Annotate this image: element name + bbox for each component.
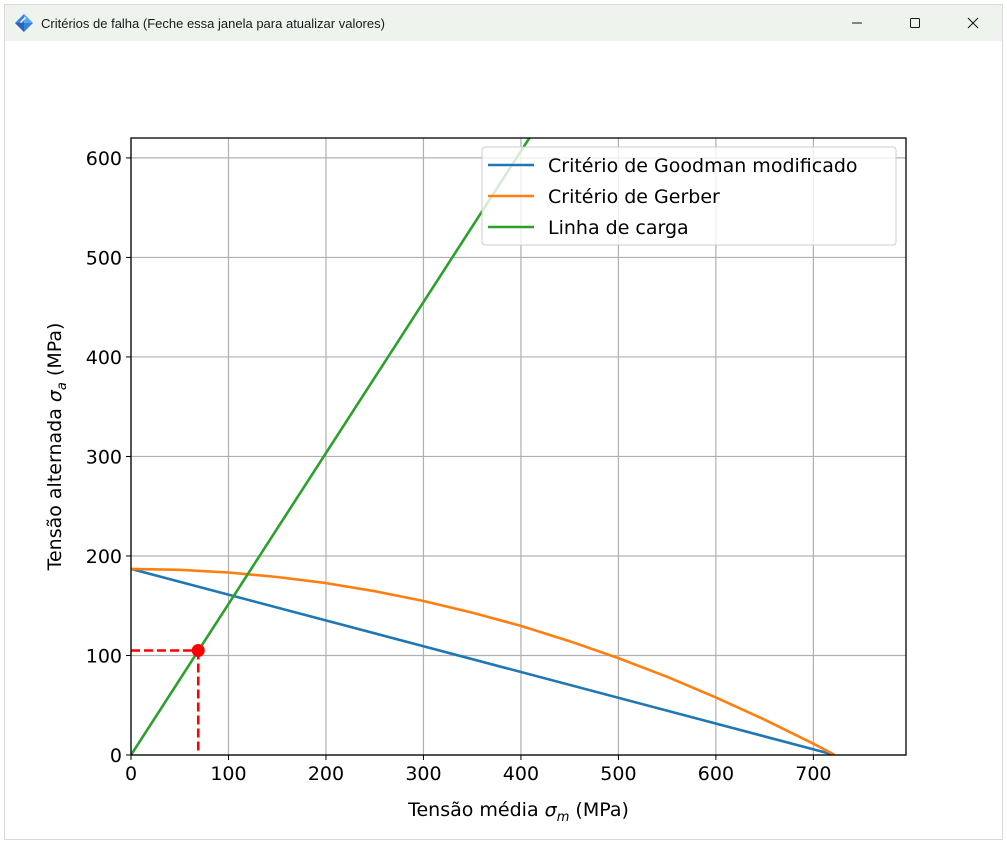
legend-label-0: Critério de Goodman modificado	[548, 155, 858, 177]
minimize-icon	[852, 22, 862, 24]
app-window: Critérios de falha (Feche essa janela pa…	[4, 4, 1003, 840]
x-tick-label: 100	[210, 763, 246, 785]
y-axis-label: Tensão alternada σa (MPa)	[44, 323, 70, 572]
operating-point-marker	[191, 644, 205, 658]
y-tick-label: 500	[86, 247, 122, 269]
failure-criteria-chart: 0 100 200 300 400 500 600 700 0 100 200 300 400 500 6…	[44, 137, 907, 825]
x-tick-label: 300	[405, 763, 441, 785]
title-bar[interactable]: Critérios de falha (Feche essa janela pa…	[5, 5, 1002, 41]
y-tick-label: 600	[86, 148, 122, 170]
window-title: Critérios de falha (Feche essa janela pa…	[41, 15, 385, 31]
close-icon	[967, 17, 979, 29]
operating-point-guides	[131, 644, 205, 755]
y-tick-label: 400	[86, 347, 122, 369]
plot-frame	[130, 137, 907, 756]
x-axis-label: Tensão média σm (MPa)	[407, 799, 629, 825]
x-tick-label: 500	[600, 763, 636, 785]
x-tick-label: 200	[308, 763, 344, 785]
legend-box	[481, 146, 897, 246]
x-tick-label: 600	[698, 763, 734, 785]
x-tick-label: 700	[795, 763, 831, 785]
legend-label-1: Critério de Gerber	[548, 186, 720, 208]
minimize-button[interactable]	[828, 5, 886, 41]
y-tick-label: 200	[86, 546, 122, 568]
y-tick-label: 300	[86, 446, 122, 468]
legend-label-2: Linha de carga	[548, 217, 689, 239]
maximize-button[interactable]	[886, 5, 944, 41]
y-tick-label: 0	[110, 745, 122, 767]
y-tick-label: 100	[86, 645, 122, 667]
maximize-icon	[910, 18, 920, 28]
close-button[interactable]	[944, 5, 1002, 41]
series-line-1	[131, 567, 836, 755]
plot-canvas: 0 100 200 300 400 500 600 700 0 100 200 300 400 500 6…	[5, 41, 1002, 839]
series-line-0	[131, 567, 836, 755]
legend: Critério de Goodman modificado Critério d…	[481, 146, 897, 246]
series-line-2	[131, 138, 531, 755]
x-tick-label: 400	[503, 763, 539, 785]
x-tick-label: 0	[125, 763, 137, 785]
app-feather-icon	[15, 14, 33, 32]
